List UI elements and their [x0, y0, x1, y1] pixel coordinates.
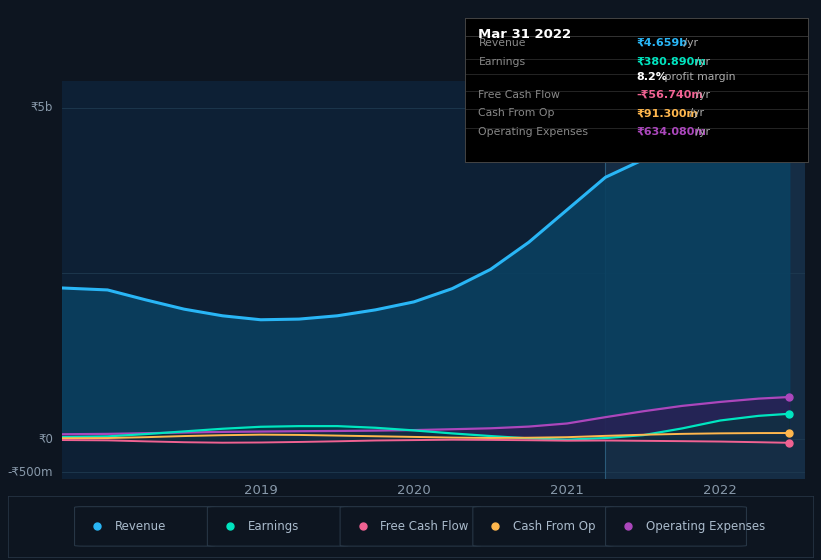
- Text: ₹91.300m: ₹91.300m: [636, 108, 699, 118]
- Text: -₹500m: -₹500m: [7, 466, 53, 479]
- Text: Mar 31 2022: Mar 31 2022: [479, 28, 571, 41]
- Bar: [605, 81, 821, 479]
- Text: /yr: /yr: [692, 57, 710, 67]
- Text: ₹4.659b: ₹4.659b: [636, 38, 687, 48]
- Text: Operating Expenses: Operating Expenses: [479, 127, 589, 137]
- Text: Free Cash Flow: Free Cash Flow: [380, 520, 469, 533]
- FancyBboxPatch shape: [606, 507, 746, 546]
- Text: /yr: /yr: [686, 108, 704, 118]
- FancyBboxPatch shape: [473, 507, 613, 546]
- FancyBboxPatch shape: [340, 507, 481, 546]
- Text: /yr: /yr: [692, 90, 710, 100]
- FancyBboxPatch shape: [75, 507, 215, 546]
- Text: Earnings: Earnings: [248, 520, 299, 533]
- Text: Free Cash Flow: Free Cash Flow: [479, 90, 560, 100]
- Text: Earnings: Earnings: [479, 57, 525, 67]
- Text: Revenue: Revenue: [479, 38, 526, 48]
- Text: Operating Expenses: Operating Expenses: [646, 520, 765, 533]
- FancyBboxPatch shape: [208, 507, 348, 546]
- Text: profit margin: profit margin: [661, 72, 736, 82]
- Text: Revenue: Revenue: [115, 520, 166, 533]
- Text: -₹56.740m: -₹56.740m: [636, 90, 703, 100]
- Text: ₹380.890m: ₹380.890m: [636, 57, 706, 67]
- Text: ₹0: ₹0: [39, 432, 53, 446]
- Text: ₹5b: ₹5b: [31, 101, 53, 114]
- Text: Cash From Op: Cash From Op: [479, 108, 555, 118]
- Text: 8.2%: 8.2%: [636, 72, 667, 82]
- Text: Cash From Op: Cash From Op: [513, 520, 595, 533]
- Text: ₹634.080m: ₹634.080m: [636, 127, 706, 137]
- Text: /yr: /yr: [680, 38, 698, 48]
- Text: /yr: /yr: [692, 127, 710, 137]
